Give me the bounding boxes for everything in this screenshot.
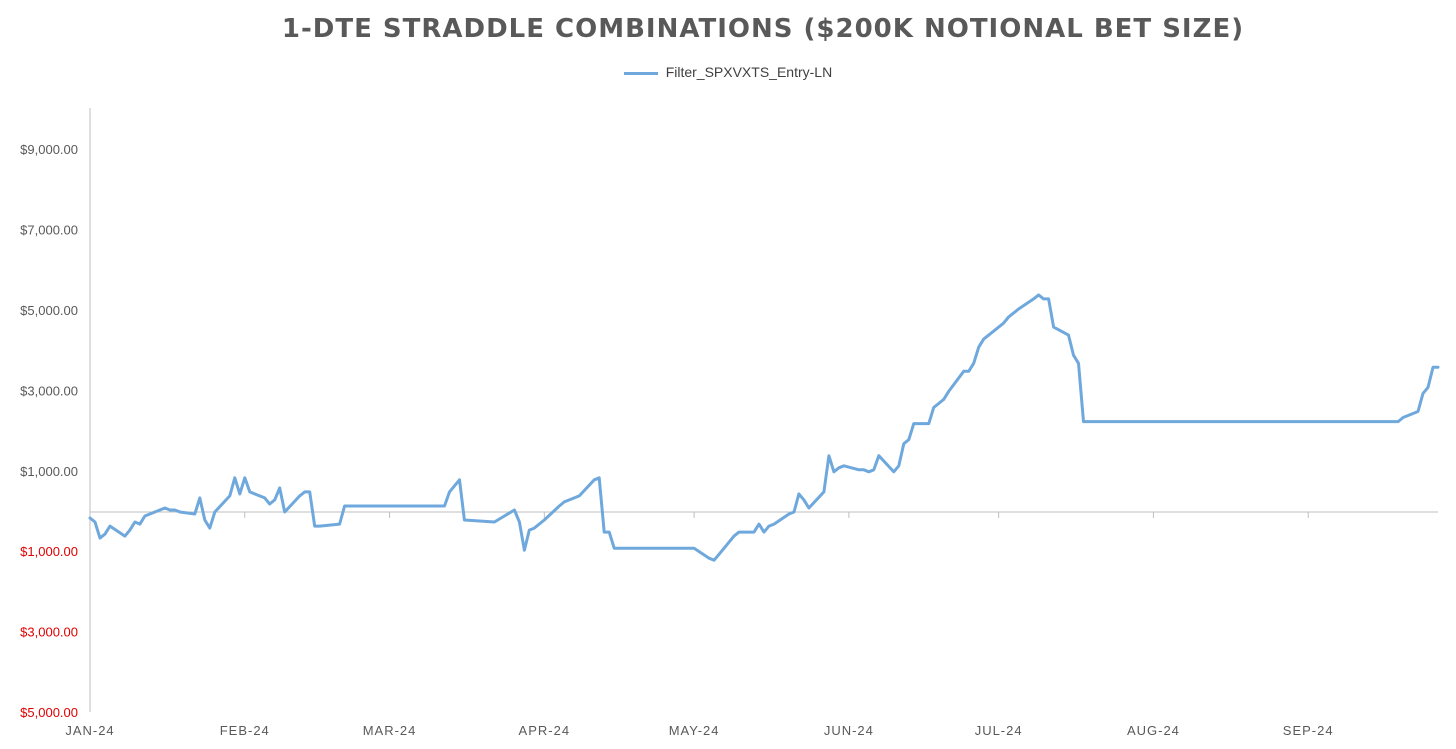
y-tick-label: $1,000.00 [20, 464, 78, 479]
y-tick-label: $5,000.00 [20, 303, 78, 318]
x-tick-label: JUL-24 [975, 723, 1023, 738]
y-tick-label: $9,000.00 [20, 142, 78, 157]
legend-label: Filter_SPXVXTS_Entry-LN [665, 64, 833, 80]
x-tick-label: FEB-24 [220, 723, 270, 738]
x-tick-label: MAR-24 [363, 723, 417, 738]
y-tick-label: $1,000.00 [20, 544, 78, 559]
x-tick-label: MAY-24 [669, 723, 720, 738]
x-tick-label: JUN-24 [824, 723, 874, 738]
x-tick-label: JAN-24 [65, 723, 114, 738]
y-tick-label: $3,000.00 [20, 625, 78, 640]
chart-title: 1-DTE STRADDLE COMBINATIONS ($200K NOTIO… [281, 14, 1245, 44]
legend-swatch [623, 71, 658, 75]
y-tick-label: $5,000.00 [20, 705, 78, 720]
series-line [88, 293, 1440, 562]
x-tick-label: SEP-24 [1283, 723, 1334, 738]
x-tick-label: APR-24 [519, 723, 571, 738]
x-tick-label: AUG-24 [1127, 723, 1180, 738]
y-tick-label: $3,000.00 [20, 383, 78, 398]
legend: Filter_SPXVXTS_Entry-LN [0, 64, 1456, 80]
y-tick-label: $7,000.00 [20, 223, 78, 238]
